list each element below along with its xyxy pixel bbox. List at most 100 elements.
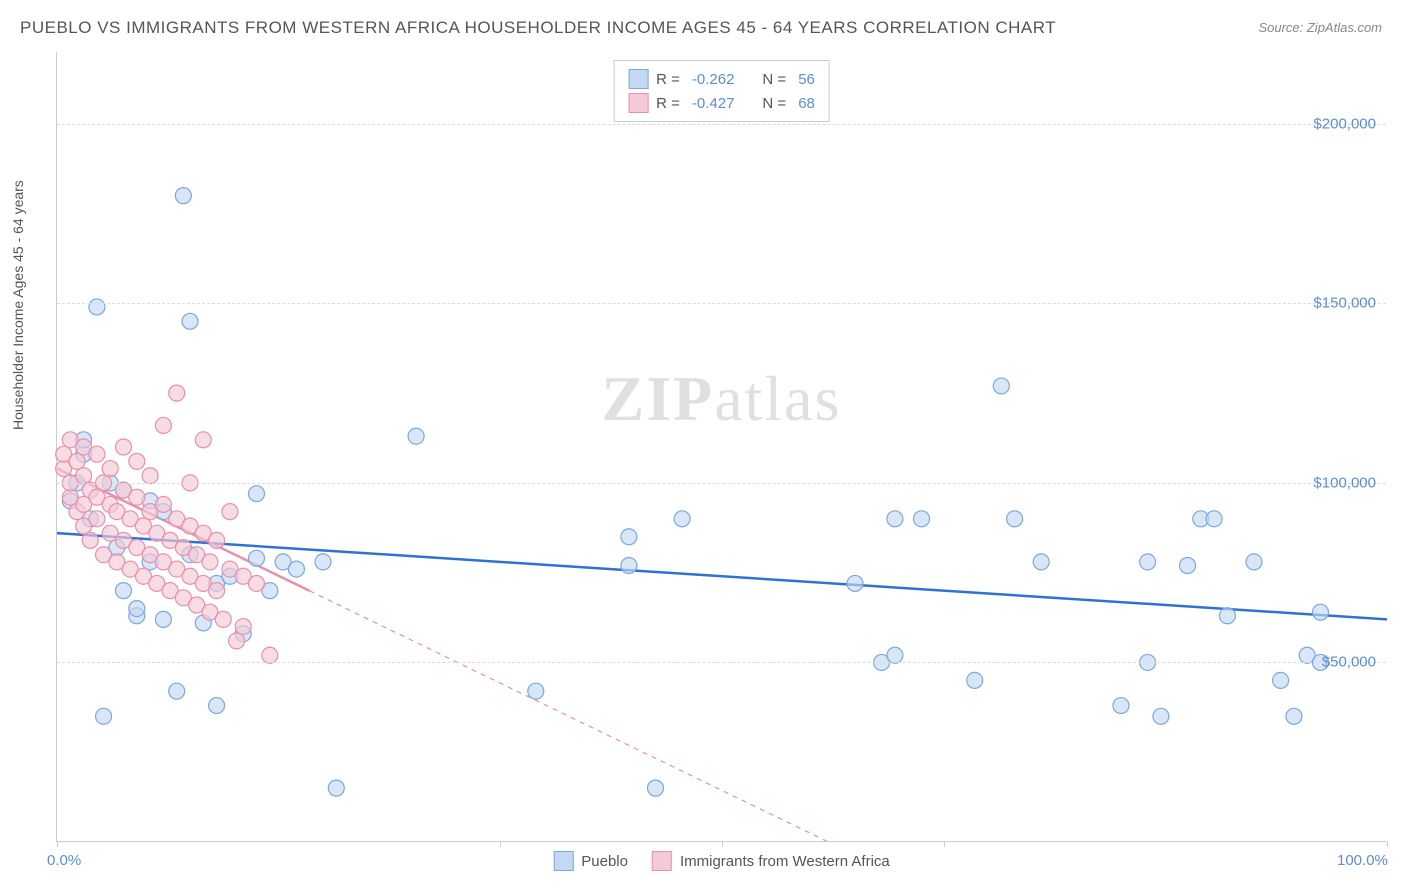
data-point	[175, 188, 191, 204]
data-point	[993, 378, 1009, 394]
data-point	[1313, 604, 1329, 620]
data-point	[1033, 554, 1049, 570]
chart-title: PUEBLO VS IMMIGRANTS FROM WESTERN AFRICA…	[20, 18, 1056, 38]
y-tick-label: $150,000	[1313, 295, 1376, 312]
legend-swatch	[652, 851, 672, 871]
legend-n-label: N =	[762, 95, 786, 112]
plot-area: ZIPatlas R =-0.262N =56R =-0.427N =68 Pu…	[56, 52, 1386, 842]
data-point	[155, 417, 171, 433]
legend-swatch	[553, 851, 573, 871]
data-point	[1246, 554, 1262, 570]
data-point	[229, 633, 245, 649]
source-label: Source: ZipAtlas.com	[1258, 20, 1382, 35]
data-point	[1286, 708, 1302, 724]
data-point	[1206, 511, 1222, 527]
data-point	[142, 468, 158, 484]
data-point	[155, 611, 171, 627]
x-tick-mark	[944, 841, 945, 847]
data-point	[195, 432, 211, 448]
data-point	[621, 529, 637, 545]
data-point	[1113, 698, 1129, 714]
legend-n-label: N =	[762, 71, 786, 88]
data-point	[209, 698, 225, 714]
x-tick-label: 100.0%	[1337, 852, 1388, 869]
scatter-svg	[57, 52, 1386, 841]
data-point	[96, 708, 112, 724]
legend-r-label: R =	[656, 71, 680, 88]
correlation-legend: R = -0.262 N = 56R = -0.427 N = 68	[613, 60, 830, 122]
data-point	[209, 532, 225, 548]
data-point	[116, 439, 132, 455]
data-point	[116, 583, 132, 599]
data-point	[621, 558, 637, 574]
y-tick-label: $200,000	[1313, 115, 1376, 132]
data-point	[169, 385, 185, 401]
data-point	[89, 299, 105, 315]
data-point	[847, 575, 863, 591]
x-tick-mark	[500, 841, 501, 847]
x-tick-label: 0.0%	[47, 852, 81, 869]
data-point	[129, 601, 145, 617]
data-point	[202, 554, 218, 570]
data-point	[1153, 708, 1169, 724]
data-point	[249, 550, 265, 566]
legend-n-value: 56	[798, 71, 815, 88]
data-point	[648, 780, 664, 796]
data-point	[249, 486, 265, 502]
data-point	[129, 489, 145, 505]
chart-container: PUEBLO VS IMMIGRANTS FROM WESTERN AFRICA…	[0, 0, 1406, 892]
data-point	[1007, 511, 1023, 527]
data-point	[169, 683, 185, 699]
data-point	[102, 461, 118, 477]
data-point	[89, 446, 105, 462]
correlation-legend-row: R =-0.427N =68	[628, 91, 815, 115]
series-legend-item: Pueblo	[553, 851, 628, 871]
data-point	[528, 683, 544, 699]
data-point	[129, 453, 145, 469]
data-point	[215, 611, 231, 627]
data-point	[967, 672, 983, 688]
data-point	[408, 428, 424, 444]
data-point	[887, 647, 903, 663]
trend-line-dashed	[310, 591, 829, 842]
data-point	[315, 554, 331, 570]
data-point	[1140, 554, 1156, 570]
data-point	[249, 575, 265, 591]
data-point	[69, 453, 85, 469]
series-legend: Pueblo Immigrants from Western Africa	[553, 851, 890, 871]
legend-n-value: 68	[798, 95, 815, 112]
legend-r-value: -0.262	[692, 71, 735, 88]
data-point	[209, 583, 225, 599]
y-axis-label: Householder Income Ages 45 - 64 years	[10, 180, 26, 430]
gridline	[57, 483, 1386, 484]
data-point	[328, 780, 344, 796]
data-point	[674, 511, 690, 527]
data-point	[1180, 558, 1196, 574]
legend-swatch	[628, 93, 648, 113]
y-tick-label: $100,000	[1313, 474, 1376, 491]
data-point	[1219, 608, 1235, 624]
series-legend-label: Immigrants from Western Africa	[680, 853, 890, 870]
data-point	[76, 468, 92, 484]
legend-r-value: -0.427	[692, 95, 735, 112]
gridline	[57, 662, 1386, 663]
data-point	[288, 561, 304, 577]
x-tick-mark	[722, 841, 723, 847]
data-point	[222, 504, 238, 520]
data-point	[235, 619, 251, 635]
legend-swatch	[628, 69, 648, 89]
gridline	[57, 124, 1386, 125]
data-point	[1273, 672, 1289, 688]
x-tick-mark	[57, 841, 58, 847]
data-point	[887, 511, 903, 527]
data-point	[182, 313, 198, 329]
gridline	[57, 303, 1386, 304]
data-point	[262, 647, 278, 663]
data-point	[89, 511, 105, 527]
correlation-legend-row: R = -0.262 N = 56	[628, 67, 815, 91]
y-tick-label: $50,000	[1322, 654, 1376, 671]
data-point	[82, 532, 98, 548]
x-tick-mark	[1387, 841, 1388, 847]
data-point	[914, 511, 930, 527]
series-legend-label: Pueblo	[581, 853, 628, 870]
